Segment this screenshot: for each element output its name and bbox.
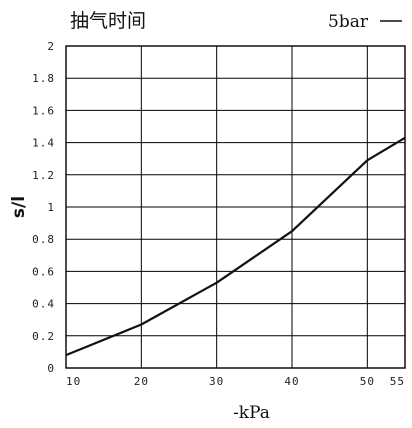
legend-label: 5bar (328, 12, 369, 32)
y-tick-label: 0 (47, 362, 55, 375)
x-tick-labels: 10 20 30 40 50 55 (66, 375, 405, 388)
y-tick-label: 2 (47, 40, 55, 53)
y-tick-label: 1.8 (32, 72, 55, 85)
x-tick-label: 30 (209, 375, 224, 388)
legend: 5bar (328, 12, 402, 32)
x-tick-label: 50 (360, 375, 375, 388)
x-tick-label: 40 (284, 375, 299, 388)
grid (65, 45, 406, 369)
y-tick-label: 0.8 (32, 233, 55, 246)
chart-title: 抽气时间 (70, 10, 146, 32)
y-tick-label: 1.6 (32, 104, 55, 117)
y-tick-label: 1.2 (32, 169, 55, 182)
y-tick-label: 0.6 (32, 265, 55, 278)
y-tick-label: 1 (47, 201, 55, 214)
x-tick-label: 10 (66, 375, 81, 388)
y-tick-label: 0.2 (32, 330, 55, 343)
x-tick-label: 55 (390, 375, 405, 388)
x-tick-label: 20 (134, 375, 149, 388)
x-axis-label: -kPa (233, 403, 270, 423)
y-tick-label: 0.4 (32, 298, 55, 311)
y-tick-labels: 0 0.2 0.4 0.6 0.8 1 1.2 1.4 1.6 1.8 2 (32, 40, 55, 375)
series-lines (65, 136, 406, 357)
y-tick-label: 1.4 (32, 137, 55, 150)
series-line (65, 136, 406, 357)
y-axis-label: s/l (9, 196, 29, 218)
